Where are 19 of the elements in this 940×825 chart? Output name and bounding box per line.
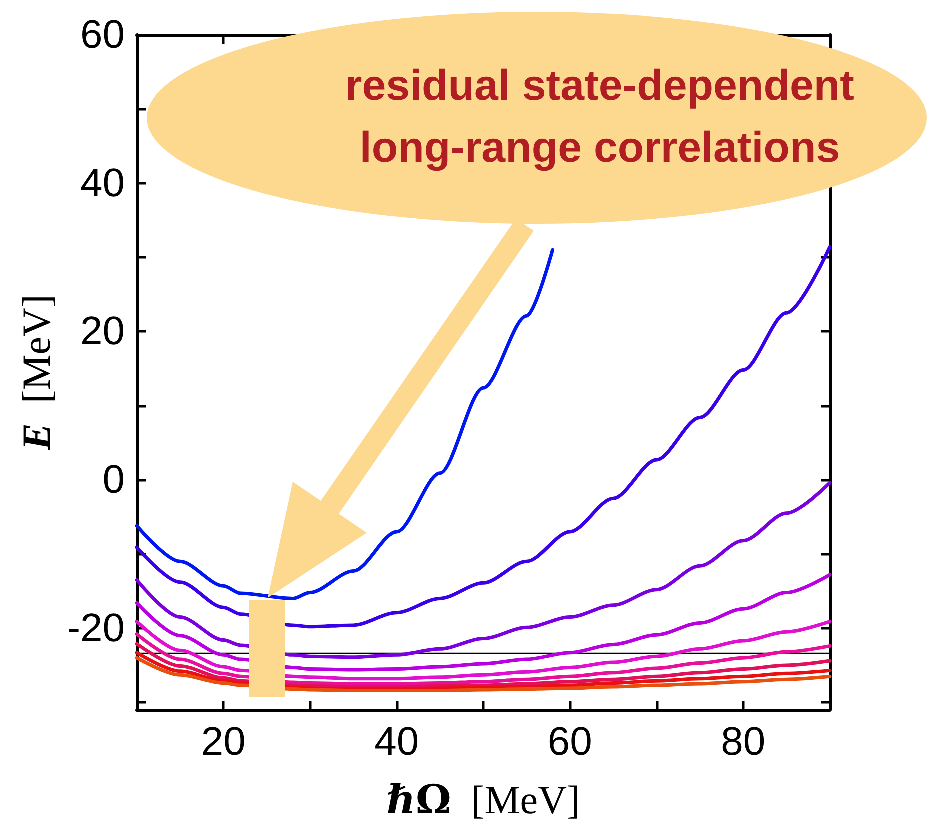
line-series [135, 573, 832, 672]
x-tick-label: 20 [201, 720, 246, 764]
x-tick-label: 80 [721, 720, 766, 764]
annotation: residual state-dependent long-range correlations [346, 62, 854, 172]
y-tick-label: 0 [102, 458, 125, 502]
x-tick-label: 40 [374, 720, 420, 764]
line-series [135, 481, 832, 660]
line-series [135, 632, 832, 686]
y-tick-label: 20 [80, 310, 125, 354]
y-tick-label: -20 [67, 606, 125, 650]
y-tick-label: 60 [80, 13, 125, 57]
line-series [135, 620, 832, 681]
x-tick-label: 60 [548, 720, 592, 764]
line-series [135, 248, 555, 600]
line-series [135, 245, 832, 629]
x-axis-title: ℏΩ [MeV] [386, 776, 580, 824]
y-axis-title: E [MeV] [14, 294, 59, 452]
y-tick-label: 40 [80, 161, 125, 206]
line-series [135, 642, 832, 689]
